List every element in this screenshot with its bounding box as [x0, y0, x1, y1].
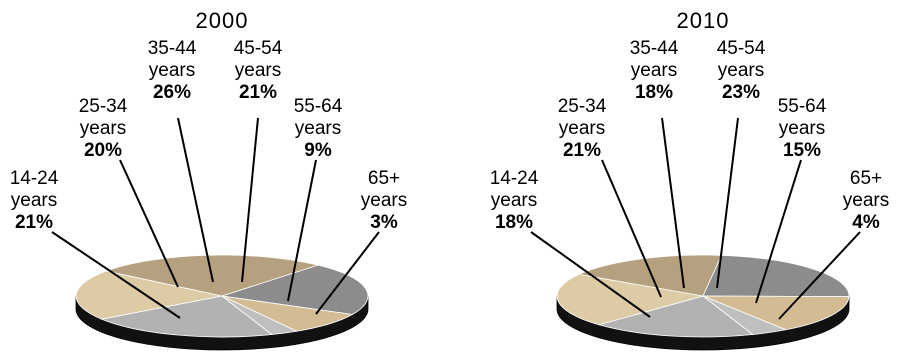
data-label-value: 18%	[635, 82, 673, 103]
data-label-category: years	[295, 118, 341, 139]
leader-line	[716, 117, 739, 289]
data-label-value: 15%	[783, 140, 821, 161]
data-label-value: 21%	[15, 212, 53, 233]
data-label-category: 25-34	[79, 96, 128, 117]
leader-line	[315, 231, 380, 315]
data-label-category: 35-44	[630, 38, 679, 59]
data-label-category: years	[80, 118, 126, 139]
data-label-category: years	[11, 190, 57, 211]
pie-slice	[100, 295, 273, 338]
data-label-value: 18%	[495, 212, 533, 233]
data-label-category: 45-54	[234, 38, 283, 59]
pie-slice	[702, 295, 850, 331]
pie-chart-2010: 201014-24years18%25-34years21%35-44years…	[490, 8, 889, 351]
leader-line	[530, 231, 651, 318]
data-label-value: 20%	[84, 140, 122, 161]
data-label-category: years	[779, 118, 825, 139]
data-label-category: years	[843, 190, 889, 211]
pie-slice	[221, 264, 369, 315]
data-label-value: 26%	[153, 82, 191, 103]
data-label-value: 21%	[239, 82, 277, 103]
data-label-value: 3%	[370, 212, 398, 233]
data-label-category: years	[559, 118, 605, 139]
pie-slice	[597, 295, 754, 338]
data-label-value: 21%	[563, 140, 601, 161]
leader-line	[661, 117, 685, 289]
data-label-category: 14-24	[490, 168, 539, 189]
data-label-category: years	[718, 60, 764, 81]
data-label-category: years	[361, 190, 407, 211]
data-label-category: years	[631, 60, 677, 81]
pie-slice	[702, 254, 850, 298]
leader-line	[177, 117, 214, 283]
data-label-category: 14-24	[10, 168, 59, 189]
pie-slice	[221, 295, 299, 335]
data-label-value: 4%	[852, 212, 880, 233]
data-label-category: 55-64	[294, 96, 343, 117]
data-label-category: 65+	[368, 168, 400, 189]
pie-slice	[75, 270, 223, 320]
leader-line	[778, 231, 861, 320]
pie-slice	[556, 273, 704, 326]
data-label-category: years	[235, 60, 281, 81]
leader-line	[287, 159, 317, 302]
data-label-category: years	[149, 60, 195, 81]
leader-line	[601, 159, 662, 298]
data-label-category: 55-64	[778, 96, 827, 117]
leader-line	[51, 231, 181, 319]
data-label-value: 9%	[304, 140, 332, 161]
data-label-value: 23%	[722, 82, 760, 103]
pie-slice	[702, 295, 788, 335]
data-label-category: 35-44	[148, 38, 197, 59]
data-label-category: 25-34	[558, 96, 607, 117]
data-label-category: 65+	[850, 168, 882, 189]
chart-title: 2010	[677, 8, 730, 33]
data-label-category: years	[491, 190, 537, 211]
pie-slice	[577, 254, 723, 297]
leader-line	[119, 159, 179, 288]
pie-slice	[221, 295, 354, 332]
pie-chart-2000: 200014-24years21%25-34years20%35-44years…	[10, 8, 407, 351]
data-label-category: 45-54	[717, 38, 766, 59]
leader-line	[755, 159, 802, 304]
chart-title: 2000	[196, 8, 249, 33]
leader-line	[241, 117, 259, 283]
